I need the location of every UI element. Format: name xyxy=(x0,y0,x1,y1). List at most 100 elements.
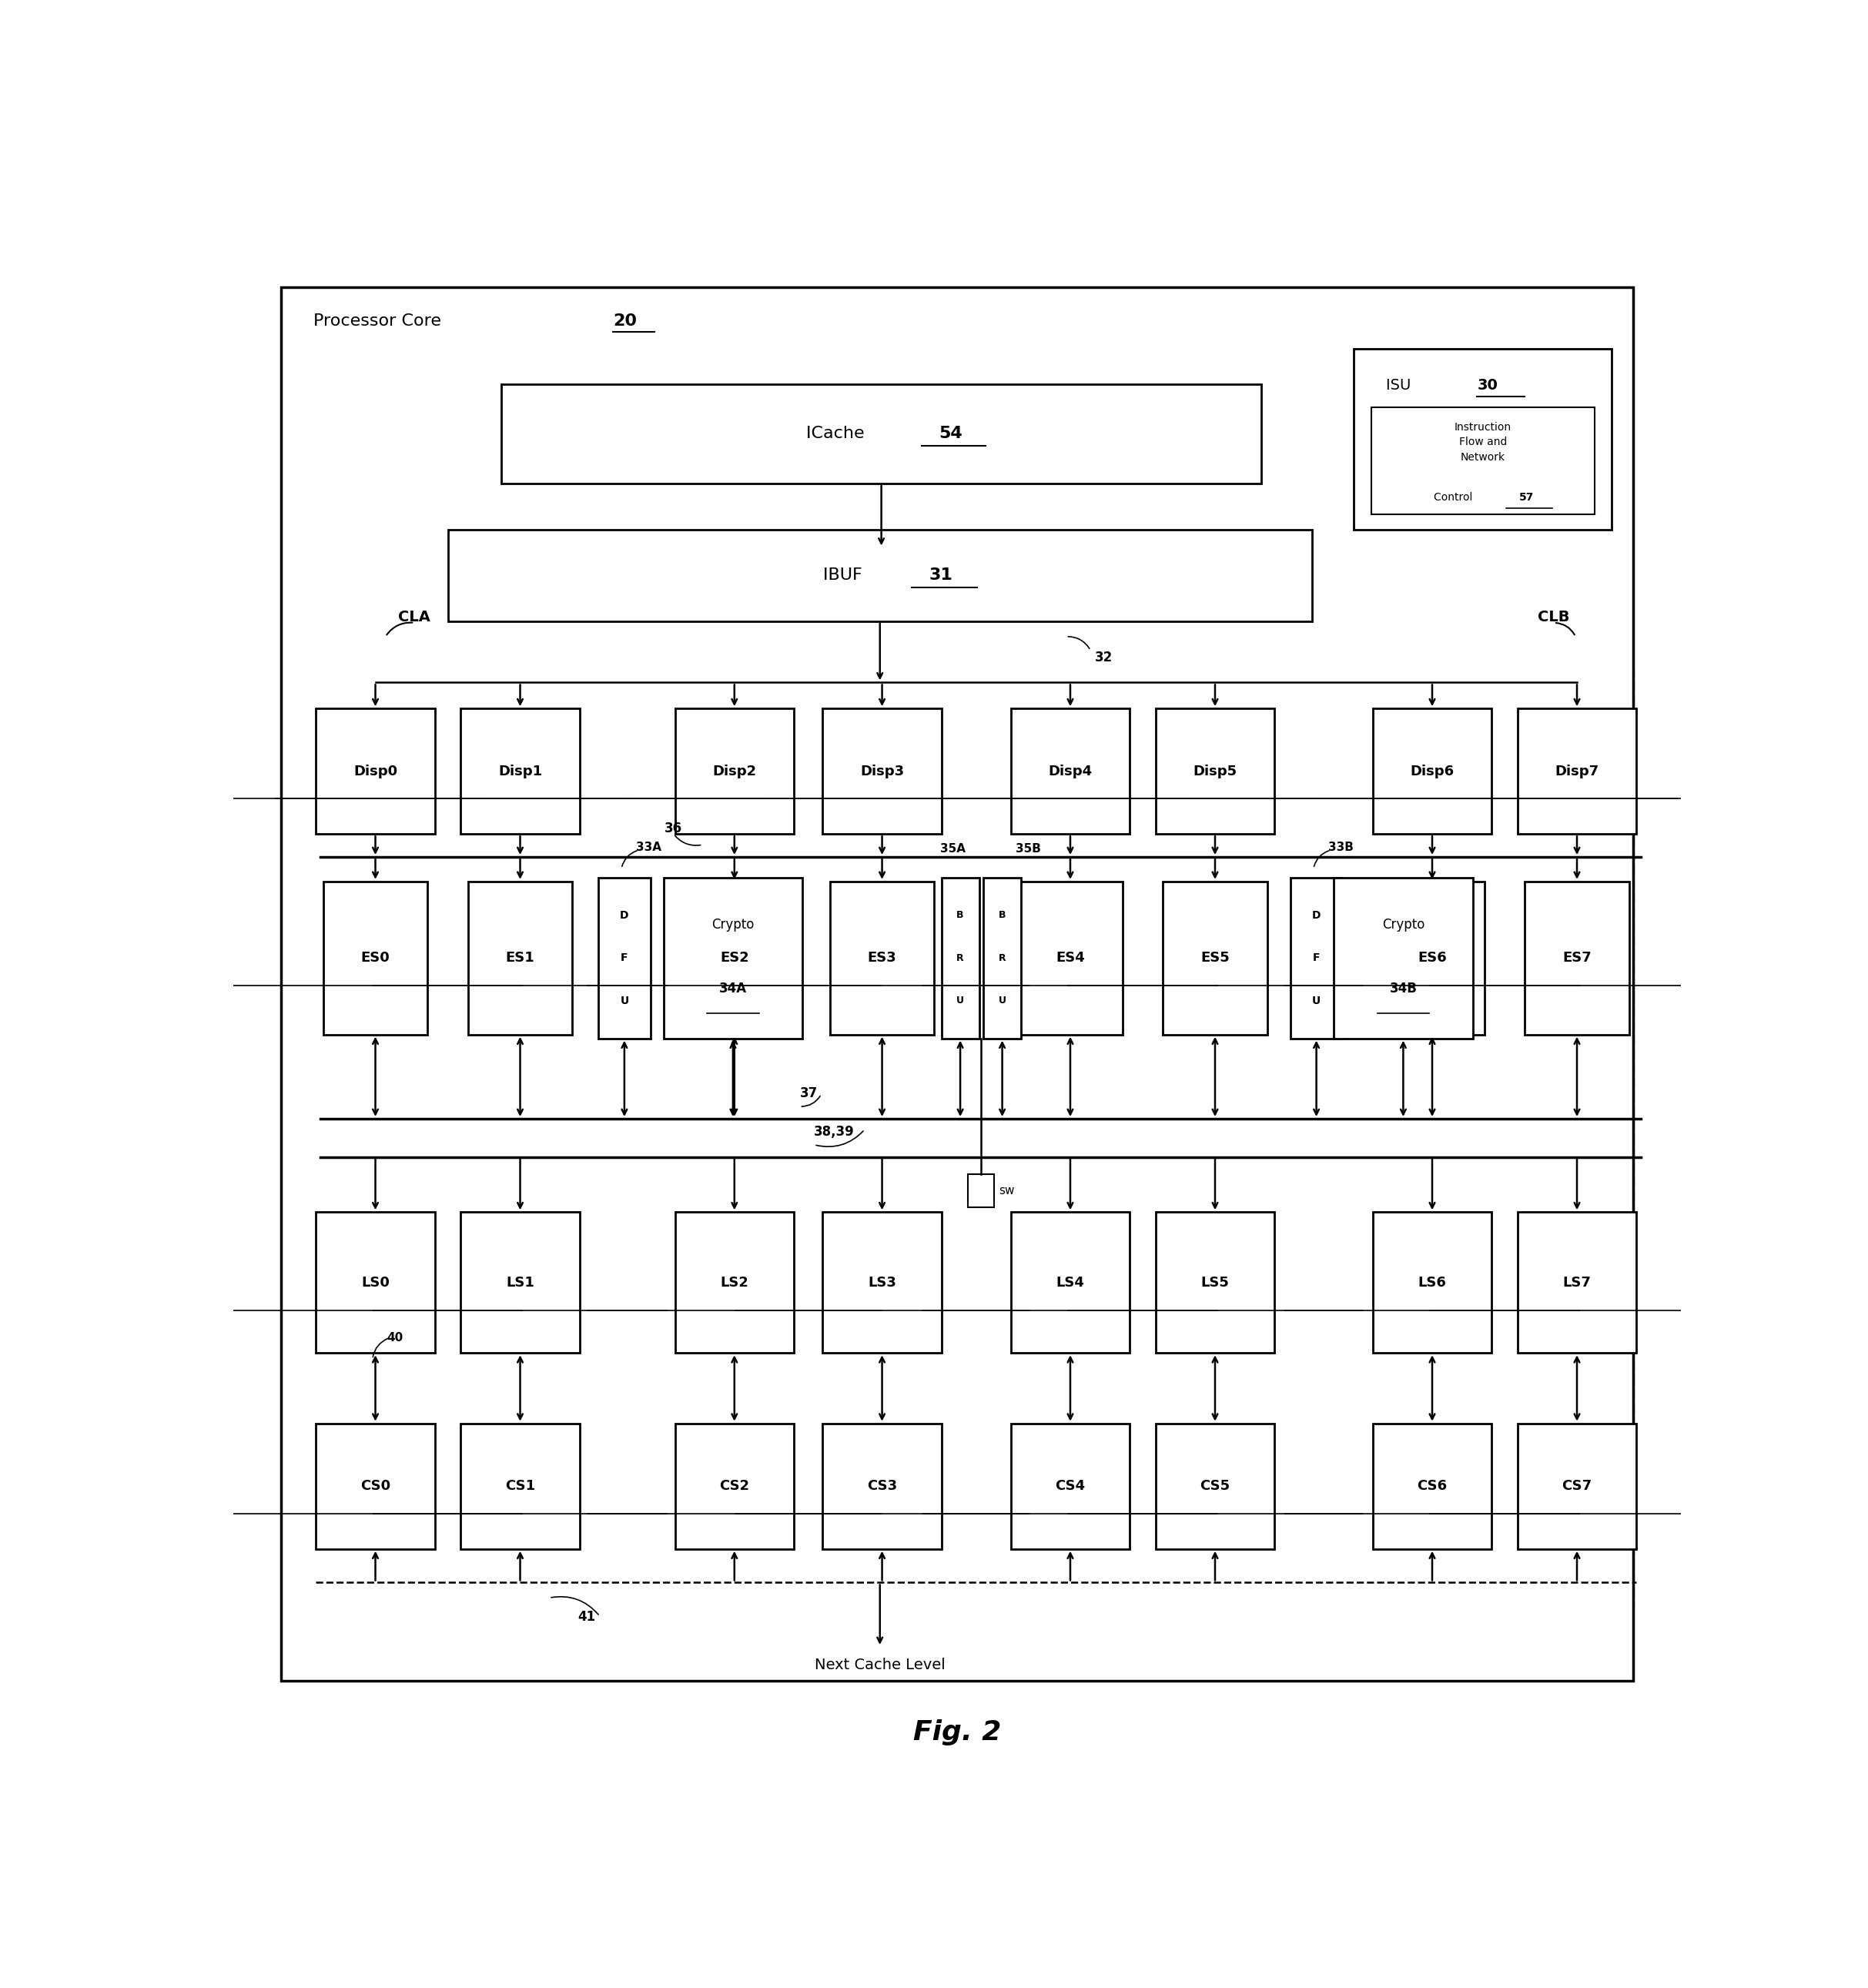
Text: 36: 36 xyxy=(665,821,682,835)
Text: R: R xyxy=(956,952,964,962)
Text: CS4: CS4 xyxy=(1055,1479,1085,1493)
Text: Instruction
Flow and
Network: Instruction Flow and Network xyxy=(1455,421,1511,463)
Text: LS4: LS4 xyxy=(1055,1276,1085,1290)
Text: LS7: LS7 xyxy=(1564,1276,1592,1290)
Bar xyxy=(1517,1423,1636,1549)
Text: Disp7: Disp7 xyxy=(1554,763,1599,777)
Bar xyxy=(983,877,1022,1038)
Bar xyxy=(323,881,428,1034)
Bar xyxy=(1373,1213,1491,1354)
Bar xyxy=(1524,881,1629,1034)
Text: Disp5: Disp5 xyxy=(1194,763,1237,777)
Text: 38,39: 38,39 xyxy=(814,1125,856,1139)
Text: 37: 37 xyxy=(800,1087,818,1101)
Text: Crypto: Crypto xyxy=(1382,916,1425,930)
Bar xyxy=(501,384,1261,483)
Text: D: D xyxy=(620,911,630,920)
Text: ES7: ES7 xyxy=(1562,950,1592,964)
Bar xyxy=(1354,348,1612,529)
Text: 30: 30 xyxy=(1478,378,1498,394)
Text: U: U xyxy=(620,996,630,1006)
Text: LS6: LS6 xyxy=(1418,1276,1446,1290)
Text: LS3: LS3 xyxy=(869,1276,897,1290)
Bar xyxy=(461,1423,579,1549)
Text: CLA: CLA xyxy=(398,610,432,624)
Text: F: F xyxy=(620,952,628,964)
Text: Next Cache Level: Next Cache Level xyxy=(814,1658,945,1672)
Text: CS2: CS2 xyxy=(719,1479,749,1493)
Text: 34B: 34B xyxy=(1390,982,1418,996)
Text: 41: 41 xyxy=(577,1610,596,1624)
Bar xyxy=(1291,877,1343,1038)
Text: Disp2: Disp2 xyxy=(712,763,757,777)
Bar xyxy=(674,708,794,835)
Text: ES0: ES0 xyxy=(361,950,390,964)
Bar xyxy=(822,1213,941,1354)
Bar xyxy=(941,877,979,1038)
Bar xyxy=(1164,881,1267,1034)
Text: CLB: CLB xyxy=(1537,610,1569,624)
Text: B: B xyxy=(999,911,1005,920)
Text: Control: Control xyxy=(1435,491,1479,503)
Bar xyxy=(1011,1423,1130,1549)
Bar xyxy=(316,708,435,835)
Text: LS0: LS0 xyxy=(361,1276,390,1290)
Text: F: F xyxy=(1313,952,1321,964)
Bar xyxy=(829,881,934,1034)
Text: ES6: ES6 xyxy=(1418,950,1446,964)
Text: 33A: 33A xyxy=(635,841,661,853)
Text: LS1: LS1 xyxy=(506,1276,534,1290)
Bar xyxy=(1018,881,1123,1034)
Text: U: U xyxy=(956,996,964,1006)
Text: 33B: 33B xyxy=(1328,841,1352,853)
Bar xyxy=(674,1423,794,1549)
Bar xyxy=(1380,881,1485,1034)
Text: 34A: 34A xyxy=(719,982,747,996)
Text: ES2: ES2 xyxy=(719,950,749,964)
Text: Crypto: Crypto xyxy=(712,916,755,930)
Bar xyxy=(1011,708,1130,835)
Text: 20: 20 xyxy=(613,314,637,328)
Bar xyxy=(1334,877,1472,1038)
Bar xyxy=(822,1423,941,1549)
Text: 40: 40 xyxy=(387,1332,403,1344)
Text: CS3: CS3 xyxy=(867,1479,897,1493)
Text: D: D xyxy=(1311,911,1321,920)
Text: Disp1: Disp1 xyxy=(499,763,542,777)
Text: 54: 54 xyxy=(940,425,962,441)
Bar xyxy=(469,881,572,1034)
Text: CS0: CS0 xyxy=(361,1479,390,1493)
Text: Processor Core: Processor Core xyxy=(314,314,446,328)
Text: Disp4: Disp4 xyxy=(1048,763,1093,777)
Text: U: U xyxy=(1311,996,1321,1006)
Text: 32: 32 xyxy=(1095,650,1113,664)
Text: ES4: ES4 xyxy=(1055,950,1085,964)
Bar xyxy=(448,529,1311,620)
Text: Fig. 2: Fig. 2 xyxy=(913,1720,1001,1745)
Bar xyxy=(1011,1213,1130,1354)
Bar xyxy=(682,881,786,1034)
Text: CS7: CS7 xyxy=(1562,1479,1592,1493)
Bar xyxy=(674,1213,794,1354)
Text: LS5: LS5 xyxy=(1201,1276,1229,1290)
Text: IBUF: IBUF xyxy=(824,569,872,582)
Bar xyxy=(1373,708,1491,835)
Text: 57: 57 xyxy=(1519,491,1534,503)
Bar xyxy=(1517,708,1636,835)
Bar xyxy=(461,1213,579,1354)
Bar xyxy=(1371,408,1593,515)
Text: 35B: 35B xyxy=(1016,843,1040,855)
Bar xyxy=(1517,1213,1636,1354)
Text: CS6: CS6 xyxy=(1418,1479,1448,1493)
Text: ISU: ISU xyxy=(1386,378,1420,394)
Bar xyxy=(316,1423,435,1549)
Bar xyxy=(316,1213,435,1354)
Bar xyxy=(968,1173,994,1207)
Text: Disp6: Disp6 xyxy=(1410,763,1453,777)
Text: R: R xyxy=(999,952,1007,962)
Text: U: U xyxy=(998,996,1007,1006)
Bar xyxy=(822,708,941,835)
Bar xyxy=(1156,1423,1274,1549)
Text: 31: 31 xyxy=(928,569,953,582)
Text: 35A: 35A xyxy=(940,843,966,855)
